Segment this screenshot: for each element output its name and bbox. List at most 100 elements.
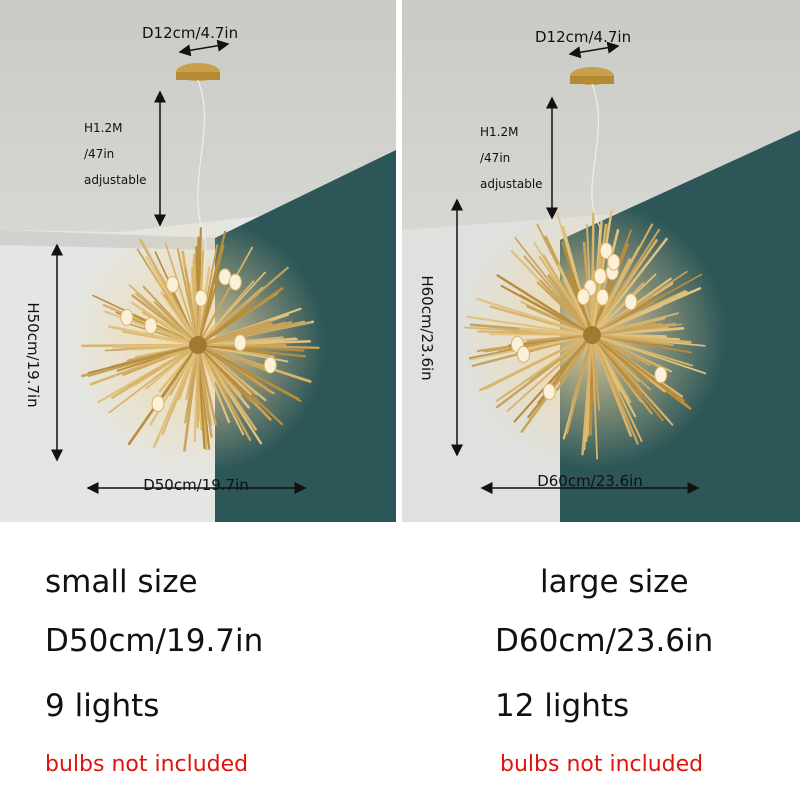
spike [601, 335, 692, 354]
spike [185, 353, 198, 400]
canopy-label: D12cm/4.7in [142, 24, 238, 42]
bulb [607, 253, 621, 271]
spike [206, 347, 267, 372]
spike [200, 352, 231, 424]
spike [185, 268, 198, 337]
diameter-caption: D60cm/23.6in [495, 623, 713, 659]
spike [586, 224, 593, 326]
cord-label: /47in [84, 147, 114, 161]
size-caption: large size [540, 564, 689, 600]
spike [154, 251, 195, 337]
spike [591, 243, 602, 326]
spike [149, 352, 195, 426]
spike [601, 335, 674, 346]
canopy-base [570, 76, 614, 84]
spike [600, 290, 688, 332]
bulb [517, 345, 531, 363]
spike [565, 343, 591, 435]
spike [89, 347, 191, 386]
spike [127, 348, 191, 388]
spike [130, 301, 191, 341]
spike [206, 344, 320, 350]
spike [594, 343, 633, 437]
diameter-label: D50cm/19.7in [143, 476, 249, 494]
spike [557, 264, 589, 328]
spike [506, 340, 586, 412]
spike [198, 353, 217, 426]
spike [479, 338, 584, 392]
cord-label: adjustable [84, 173, 147, 187]
spike [561, 225, 591, 327]
height-label: H50cm/19.7in [24, 302, 42, 407]
bulbs-note: bulbs not included [45, 752, 248, 777]
left-annotations: D12cm/4.7in H1.2M /47in adjustable H50cm… [24, 24, 307, 494]
spike [152, 352, 196, 448]
spike [164, 242, 196, 337]
spike [601, 323, 683, 335]
spike [108, 350, 192, 414]
spike [542, 254, 588, 328]
spike [197, 353, 206, 450]
spike [142, 285, 193, 339]
size-caption: small size [45, 564, 198, 600]
spike [205, 349, 273, 395]
spike [519, 327, 584, 336]
hub [583, 326, 601, 344]
bulb [263, 356, 277, 374]
cord-label: adjustable [480, 177, 543, 191]
spike [466, 315, 583, 335]
spike [87, 346, 190, 374]
canopy-arrow [568, 41, 620, 59]
right-annotations: D12cm/4.7in H1.2M /47in adjustable H60cm… [418, 28, 700, 494]
spike [131, 294, 192, 341]
diameter-label: D60cm/23.6in [537, 472, 643, 490]
bulb [166, 275, 180, 293]
canopy-base [176, 72, 220, 80]
lamps [69, 63, 727, 474]
bulb [233, 334, 247, 352]
spike [204, 293, 259, 340]
spike [597, 341, 641, 389]
spike [204, 350, 252, 396]
spike [592, 209, 613, 327]
spike [513, 341, 587, 423]
bulb [654, 366, 668, 384]
canopy-arrow [178, 39, 230, 57]
bulb [576, 288, 590, 306]
spike [599, 294, 654, 331]
spike [123, 321, 190, 344]
bulb [599, 242, 613, 260]
spike [158, 351, 194, 393]
spike [496, 274, 585, 331]
spike [198, 244, 218, 337]
spike [591, 344, 601, 411]
bulb [120, 308, 134, 326]
spike [145, 350, 192, 390]
spike [589, 343, 594, 436]
spike [198, 353, 213, 439]
spike [600, 273, 703, 331]
bulb [228, 273, 242, 291]
height-label: H60cm/23.6in [418, 275, 436, 380]
spike [594, 243, 629, 327]
spike [199, 269, 222, 337]
bulb [144, 317, 158, 335]
spike [519, 294, 585, 332]
spike [595, 223, 654, 327]
canopy-label: D12cm/4.7in [535, 28, 631, 46]
spike [204, 287, 284, 341]
spike [581, 343, 593, 456]
spike [145, 255, 194, 338]
cord-label: /47in [480, 151, 510, 165]
spike [595, 342, 637, 418]
spike [112, 344, 190, 348]
spike [526, 305, 584, 333]
spike [203, 271, 266, 339]
spike [598, 340, 650, 382]
bulb [194, 289, 208, 307]
cord-label: H1.2M [84, 121, 122, 135]
cord-label: H1.2M [480, 125, 518, 139]
lights-caption: 12 lights [495, 688, 629, 724]
diameter-caption: D50cm/19.7in [45, 623, 263, 659]
spike [600, 334, 692, 344]
